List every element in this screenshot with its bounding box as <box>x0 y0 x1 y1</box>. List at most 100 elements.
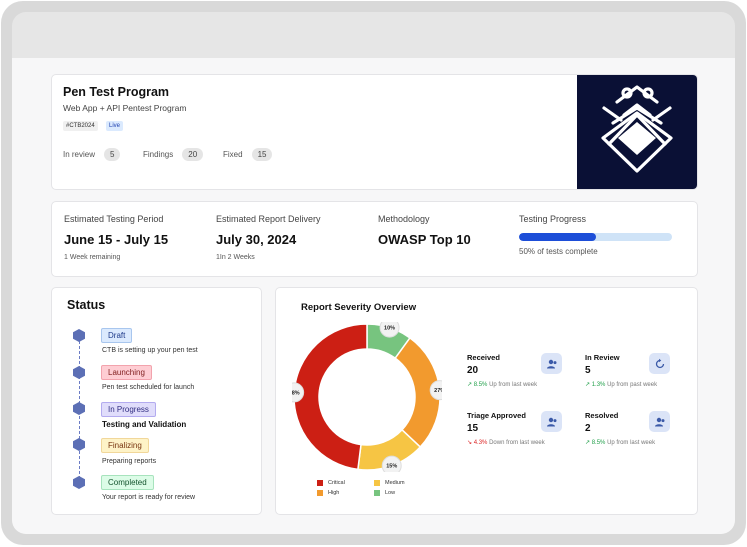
stat-count: 20 <box>182 148 204 161</box>
trend-pct: 8.5% <box>591 440 606 446</box>
trend-text: Down from last week <box>489 440 545 446</box>
trend-pct: 1.3% <box>591 382 606 388</box>
legend-critical: Critical <box>317 480 345 486</box>
status-chip-launching[interactable]: Launching <box>101 365 152 380</box>
bug-logo-icon <box>601 85 673 173</box>
status-desc-launching: Pen test scheduled for launch <box>102 384 195 391</box>
dashboard: Pen Test Program Web App + API Pentest P… <box>12 58 735 534</box>
stat-count: 15 <box>251 148 273 161</box>
refresh-icon <box>649 353 670 374</box>
delivery-note: 1In 2 Weeks <box>216 254 255 261</box>
status-desc-in-progress: Testing and Validation <box>102 420 187 429</box>
progress-label: Testing Progress <box>519 214 587 224</box>
slice-label-badge <box>381 455 402 472</box>
metric-trend: ↗ 1.3% Up from past week <box>585 381 657 388</box>
users-icon <box>649 411 670 432</box>
period-note: 1 Week remaining <box>64 254 121 261</box>
trend-pct: 4.3% <box>473 440 488 446</box>
metric-trend: ↗ 8.5% Up from last week <box>467 381 537 388</box>
legend-label: Medium <box>385 480 405 486</box>
status-chip-completed[interactable]: Completed <box>101 475 154 490</box>
findings-stat[interactable]: Findings 20 <box>143 148 204 161</box>
legend-label: Low <box>385 490 396 496</box>
methodology-value: OWASP Top 10 <box>378 232 471 247</box>
severity-donut-chart: 10% 27% 15% 48% <box>292 322 442 472</box>
users-icon <box>541 353 562 374</box>
legend-swatch <box>317 480 323 486</box>
trend-text: Up from last week <box>489 382 538 388</box>
status-chip-finalizing[interactable]: Finalizing <box>101 438 149 453</box>
trend-down-icon: ↘ <box>467 440 473 446</box>
legend-label: Critical <box>328 480 345 486</box>
delivery-label: Estimated Report Delivery <box>216 214 321 224</box>
step-marker-icon <box>73 329 85 342</box>
status-title: Status <box>67 298 106 312</box>
severity-title: Report Severity Overview <box>301 302 417 313</box>
trend-up-icon: ↗ <box>585 382 591 388</box>
methodology-label: Methodology <box>378 214 430 224</box>
in-review-stat[interactable]: In review 5 <box>63 148 121 161</box>
program-title: Pen Test Program <box>63 85 170 99</box>
slice-label-badge <box>292 382 305 403</box>
delivery-value: July 30, 2024 <box>216 232 297 247</box>
legend-swatch <box>317 490 323 496</box>
status-chip-in-progress[interactable]: In Progress <box>101 402 156 417</box>
metric-triage-approved[interactable]: Triage Approved 15 ↘ 4.3% Down from last… <box>467 411 562 451</box>
legend-high: High <box>317 490 339 496</box>
fixed-stat[interactable]: Fixed 15 <box>223 148 273 161</box>
trend-up-icon: ↗ <box>467 382 473 388</box>
trend-up-icon: ↗ <box>585 440 591 446</box>
step-marker-icon <box>73 476 85 489</box>
legend-swatch <box>374 480 380 486</box>
metric-received[interactable]: Received 20 ↗ 8.5% Up from last week <box>467 353 562 393</box>
stat-label: In review <box>63 150 96 159</box>
legend-label: High <box>328 490 340 496</box>
info-card: Estimated Testing Period June 15 - July … <box>51 201 698 277</box>
users-icon <box>541 411 562 432</box>
metric-trend: ↗ 8.5% Up from last week <box>585 439 655 446</box>
slice-label-badge <box>429 380 442 401</box>
slice-label-badge <box>379 322 400 338</box>
metric-value: 20 <box>467 365 479 376</box>
stat-count: 5 <box>104 148 121 161</box>
metric-in-review[interactable]: In Review 5 ↗ 1.3% Up from past week <box>585 353 680 393</box>
metric-value: 15 <box>467 423 479 434</box>
metric-value: 5 <box>585 365 591 376</box>
status-chip-draft[interactable]: Draft <box>101 328 133 343</box>
metric-label: In Review <box>585 353 620 362</box>
severity-card: Report Severity Overview 10% 27% 15% 48% Cr… <box>275 287 698 515</box>
period-value: June 15 - July 15 <box>64 232 169 247</box>
trend-text: Up from last week <box>607 440 656 446</box>
legend-swatch <box>374 490 380 496</box>
slice-label-low: 10% <box>384 326 395 332</box>
metric-trend: ↘ 4.3% Down from last week <box>467 439 545 446</box>
donut-slice-critical[interactable] <box>293 323 368 471</box>
live-badge: Live <box>106 121 124 131</box>
trend-pct: 8.5% <box>473 382 488 388</box>
step-marker-icon <box>73 402 85 415</box>
stat-label: Fixed <box>223 150 243 159</box>
step-marker-icon <box>73 366 85 379</box>
slice-label-critical: 48% <box>292 390 300 396</box>
progress-note: 50% of tests complete <box>519 247 598 256</box>
metric-value: 2 <box>585 423 591 434</box>
program-id-tag: #CTB2024 <box>63 121 98 131</box>
metric-label: Received <box>467 353 500 362</box>
testing-progress-bar <box>519 233 672 241</box>
slice-label-medium: 15% <box>386 464 397 470</box>
stat-label: Findings <box>143 150 174 159</box>
progress-fill <box>519 233 596 241</box>
trend-text: Up from past week <box>607 382 658 388</box>
metric-label: Resolved <box>585 411 619 420</box>
status-card: Status Draft CTB is setting up your pen … <box>51 287 262 515</box>
status-desc-completed: Your report is ready for review <box>102 494 196 501</box>
legend-medium: Medium <box>374 480 405 486</box>
slice-label-high: 27% <box>434 388 442 394</box>
screen: Pen Test Program Web App + API Pentest P… <box>12 12 735 534</box>
status-desc-draft: CTB is setting up your pen test <box>102 347 198 354</box>
program-card: Pen Test Program Web App + API Pentest P… <box>51 74 698 190</box>
metric-resolved[interactable]: Resolved 2 ↗ 8.5% Up from last week <box>585 411 680 451</box>
legend-low: Low <box>374 490 395 496</box>
program-logo <box>577 75 697 189</box>
